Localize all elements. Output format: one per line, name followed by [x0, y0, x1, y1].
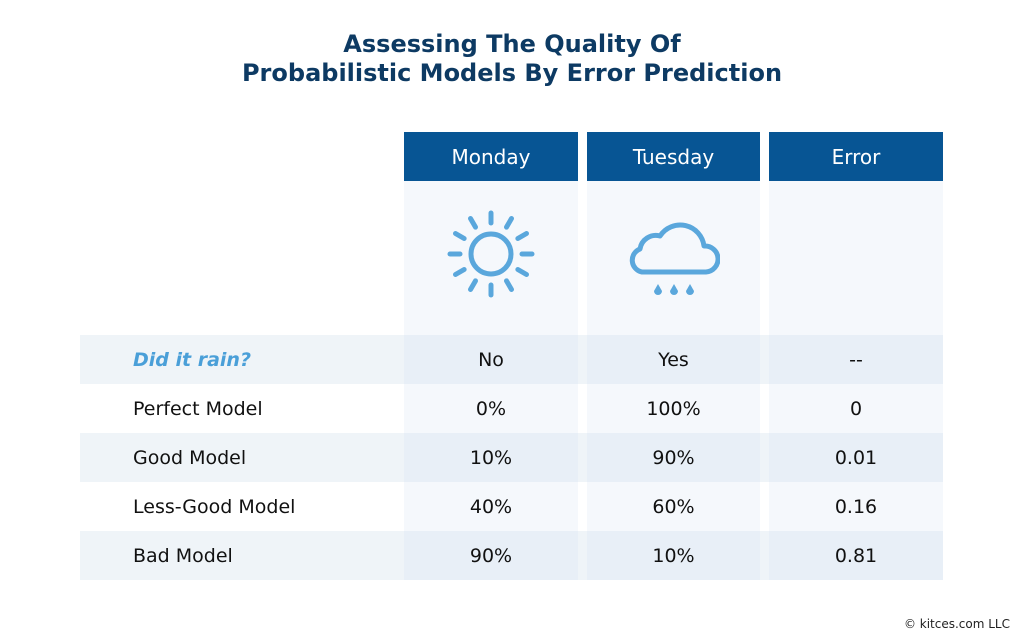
table-cell: -- — [849, 348, 863, 371]
table-cell: 100% — [646, 397, 701, 420]
sun-icon — [447, 210, 535, 298]
table-cell: 90% — [652, 446, 695, 469]
table-cell: 0% — [475, 397, 507, 420]
table-cell: 40% — [469, 495, 513, 518]
column-header: Monday — [404, 132, 578, 181]
row-band-cell — [404, 335, 578, 384]
sun-ray — [452, 231, 467, 241]
table-cell: 0.16 — [834, 495, 878, 518]
sun-ray — [515, 267, 530, 277]
sun-ray — [452, 267, 467, 277]
row-band-cell — [769, 433, 943, 482]
table-cell: 0.01 — [834, 446, 878, 469]
row-label: Perfect Model — [133, 397, 263, 420]
rain-cloud-icon — [629, 222, 720, 295]
row-band-cell — [769, 531, 943, 580]
copyright: © kitces.com LLC — [903, 617, 1010, 631]
table-cell: 90% — [469, 544, 513, 567]
sun-ray — [515, 231, 530, 241]
column-header: Error — [769, 132, 943, 181]
sun-ray — [468, 215, 478, 230]
table-cell: 10% — [652, 544, 695, 567]
row-band-cell — [404, 433, 578, 482]
row-band-cell — [769, 335, 943, 384]
row-label: Did it rain? — [133, 348, 251, 371]
table-cell: 0 — [849, 397, 863, 420]
row-label: Bad Model — [133, 544, 233, 567]
chart-title: Assessing The Quality Of Probabilistic M… — [0, 30, 1024, 88]
column-header: Tuesday — [587, 132, 760, 181]
row-band-cell — [587, 433, 760, 482]
table-cell: 0.81 — [834, 544, 878, 567]
title-line-2: Probabilistic Models By Error Prediction — [241, 59, 783, 87]
table-cell: 60% — [652, 495, 695, 518]
sun-ray — [504, 215, 514, 230]
sun-ray — [504, 278, 514, 293]
table-cell: No — [478, 348, 504, 371]
row-label: Less-Good Model — [133, 495, 296, 518]
row-label: Good Model — [133, 446, 247, 469]
row-band-cell — [404, 531, 578, 580]
table-cell: 10% — [469, 446, 513, 469]
sun-ray — [468, 278, 478, 293]
table-cell: Yes — [658, 348, 689, 371]
row-band-cell — [587, 531, 760, 580]
title-line-1: Assessing The Quality Of — [343, 30, 681, 58]
row-band-cell — [587, 335, 760, 384]
